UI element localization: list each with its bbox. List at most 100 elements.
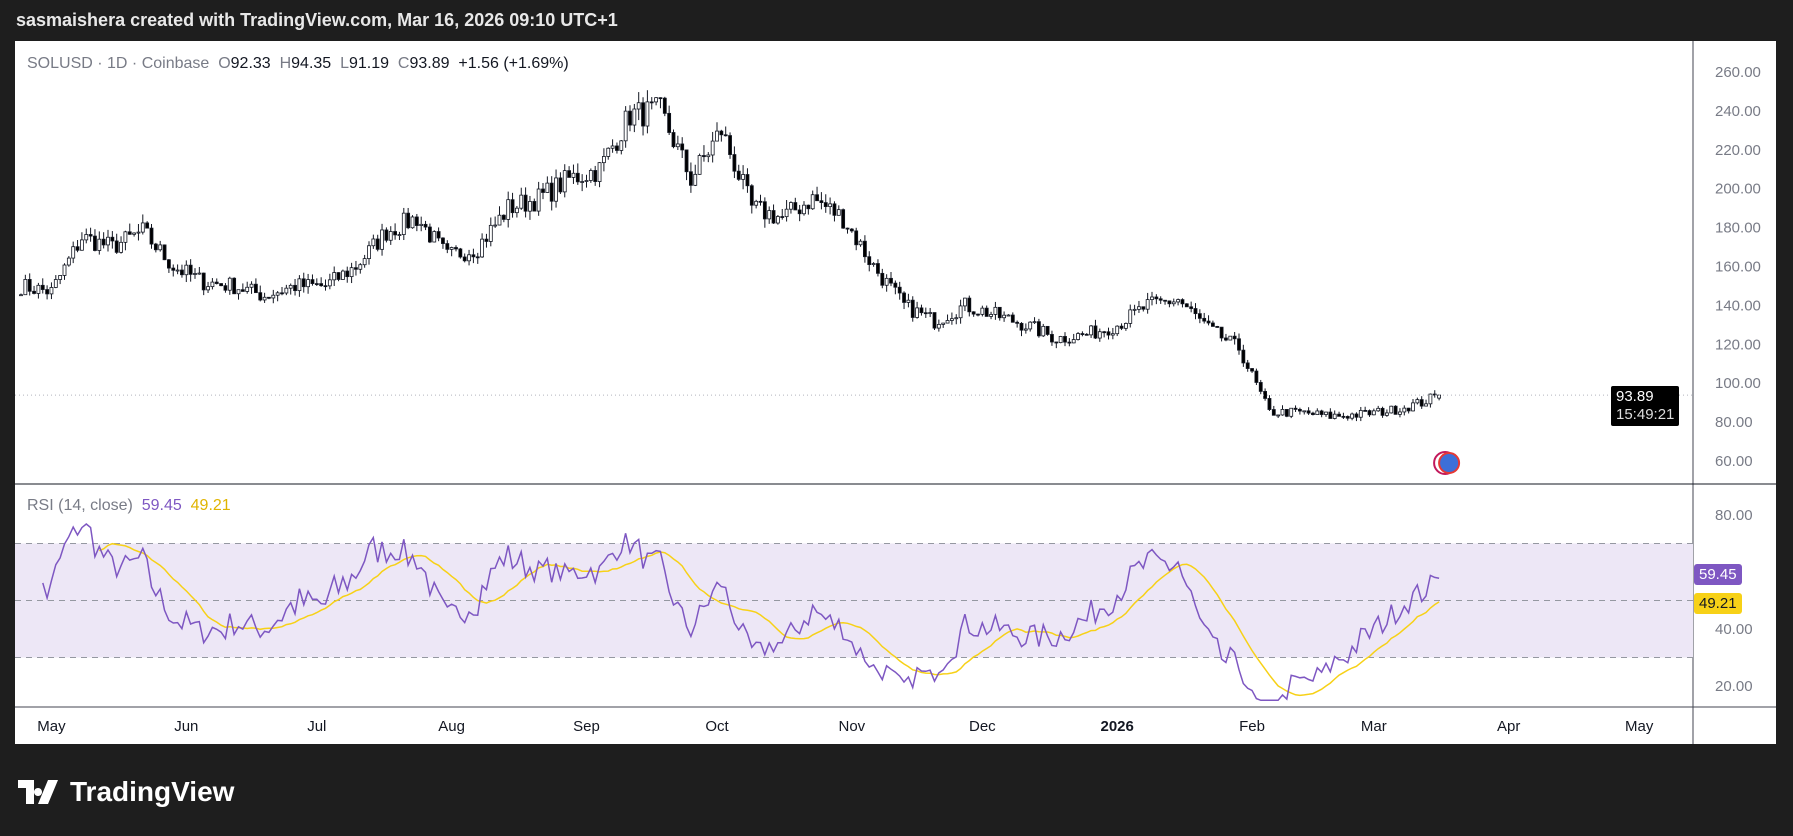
- candle-body: [236, 289, 241, 295]
- candle-body: [66, 257, 71, 266]
- candle-body: [388, 231, 393, 241]
- candle-body: [880, 272, 885, 286]
- change-value: +1.56 (+1.69%): [458, 55, 569, 72]
- candle-body: [401, 212, 406, 235]
- candle-body: [993, 306, 998, 315]
- candle-body: [967, 297, 972, 313]
- candle-body: [1106, 331, 1111, 336]
- candle-body: [854, 230, 859, 246]
- symbol-label[interactable]: SOLUSD · 1D · Coinbase: [27, 55, 210, 72]
- candle-body: [562, 170, 567, 193]
- candle-body: [541, 188, 545, 193]
- candle-body: [93, 235, 97, 251]
- chart-canvas[interactable]: 260.00 240.00 220.00 200.00 180.00 160.00 140.…: [15, 41, 1776, 744]
- candle-body: [889, 277, 893, 284]
- candle-body: [258, 292, 263, 301]
- candle-body: [1076, 333, 1080, 340]
- candle-body: [684, 149, 689, 173]
- candle-body: [506, 199, 511, 220]
- candle-body: [915, 307, 919, 318]
- candle-body: [984, 307, 989, 317]
- candle-body: [1350, 413, 1354, 419]
- candle-body: [201, 272, 206, 291]
- candle-body: [762, 201, 767, 220]
- candle-body: [997, 306, 1002, 319]
- candle-body: [649, 101, 654, 104]
- rsi-label[interactable]: RSI (14, close): [27, 497, 133, 514]
- candle-body: [384, 229, 389, 241]
- rsi-tick-label: 20.00: [1715, 678, 1753, 695]
- candle-body: [1419, 399, 1424, 407]
- candle-body: [1097, 331, 1102, 339]
- price-tick-label: 240.00: [1715, 103, 1761, 120]
- candle-body: [1424, 403, 1428, 407]
- candle-body: [910, 299, 915, 318]
- candle-body: [136, 231, 141, 234]
- candle-body: [950, 318, 954, 321]
- candle-body: [1267, 398, 1272, 410]
- candle-body: [1241, 349, 1246, 364]
- candle-body: [658, 97, 663, 100]
- candle-body: [702, 155, 706, 158]
- candle-body: [284, 287, 289, 294]
- candle-body: [501, 214, 506, 220]
- candle-body: [414, 216, 419, 226]
- candle-body: [1289, 407, 1294, 417]
- candle-body: [545, 182, 550, 193]
- candle-body: [314, 283, 319, 285]
- candle-body: [671, 132, 676, 148]
- candle-body: [1341, 415, 1346, 418]
- candle-body: [1371, 410, 1376, 416]
- candle-body: [884, 277, 889, 286]
- price-tick-label: 220.00: [1715, 142, 1761, 159]
- candle-body: [1124, 323, 1128, 329]
- candle-body: [319, 283, 324, 287]
- candle-body: [1063, 336, 1067, 343]
- candle-body: [662, 97, 667, 114]
- candle-body: [1002, 314, 1006, 319]
- candle-body: [153, 243, 158, 251]
- candle-body: [162, 244, 167, 261]
- time-tick-label: Sep: [573, 718, 600, 735]
- candle-body: [166, 259, 171, 269]
- candle-body: [710, 140, 715, 156]
- candle-body: [784, 208, 789, 218]
- time-tick-label: Mar: [1361, 718, 1387, 735]
- tradingview-logo[interactable]: TradingView: [18, 776, 234, 808]
- rsi-tick-label: 80.00: [1715, 507, 1753, 524]
- candle-body: [332, 272, 337, 281]
- candle-body: [610, 145, 615, 149]
- candle-body: [519, 194, 524, 209]
- candle-body: [1280, 409, 1285, 416]
- candle-body: [106, 236, 110, 246]
- rsi-value-tag: 59.45: [1694, 564, 1742, 585]
- price-tick-label: 60.00: [1715, 453, 1753, 470]
- candle-body: [1211, 322, 1215, 327]
- chart-panel[interactable]: 260.00 240.00 220.00 200.00 180.00 160.00 140.…: [15, 41, 1776, 744]
- candle-body: [1393, 405, 1398, 415]
- candle-body: [232, 277, 237, 295]
- price-tick-label: 160.00: [1715, 259, 1761, 276]
- candle-body: [941, 322, 946, 325]
- candle-body: [745, 174, 750, 187]
- candle-body: [1337, 413, 1341, 417]
- candle-body: [1171, 301, 1176, 305]
- open-value: 92.33: [230, 55, 271, 72]
- candle-body: [732, 154, 737, 172]
- time-tick-label: Apr: [1497, 718, 1520, 735]
- candle-body: [1389, 405, 1394, 414]
- candle-body: [1428, 393, 1433, 405]
- candle-body: [810, 194, 815, 210]
- us-flag-icon: [1438, 452, 1461, 474]
- close-label: C: [397, 55, 410, 72]
- candle-body: [1071, 339, 1076, 344]
- candle-body: [354, 267, 358, 270]
- candle-body: [1158, 298, 1163, 301]
- candle-body: [1184, 303, 1189, 308]
- candle-body: [989, 314, 993, 317]
- candle-body: [1332, 413, 1337, 419]
- candle-body: [267, 296, 271, 299]
- candle-body: [75, 246, 80, 251]
- candle-body: [488, 224, 493, 242]
- rsi-ma-line: [98, 542, 1440, 697]
